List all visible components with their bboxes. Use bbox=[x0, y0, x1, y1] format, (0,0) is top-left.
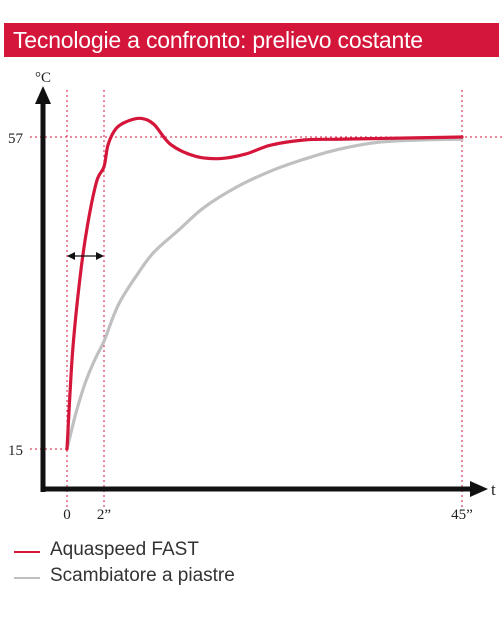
y-tick-label: 57 bbox=[8, 131, 24, 147]
title-banner: Tecnologie a confronto: prelievo costant… bbox=[4, 23, 499, 57]
legend-item-scambiatore: Scambiatore a piastre bbox=[14, 565, 314, 589]
legend-label: Scambiatore a piastre bbox=[50, 565, 235, 586]
series-line-scambiatore bbox=[65, 137, 464, 451]
arrowhead-right bbox=[96, 252, 104, 260]
x-axis-arrow bbox=[470, 481, 488, 497]
y-axis-label: °C bbox=[35, 70, 51, 86]
legend-item-aquaspeed: Aquaspeed FAST bbox=[14, 539, 314, 563]
x-tick-label: 45” bbox=[451, 507, 473, 523]
y-axis-arrow bbox=[35, 86, 51, 104]
series-line-aquaspeed bbox=[65, 116, 464, 451]
legend-swatch-red bbox=[14, 551, 40, 553]
legend-swatch-gray bbox=[14, 577, 40, 579]
x-tick-label: 0 bbox=[63, 507, 71, 523]
arrowhead-left bbox=[67, 252, 75, 260]
y-tick-label: 15 bbox=[8, 443, 23, 459]
x-tick-label: 2” bbox=[97, 507, 111, 523]
legend-label: Aquaspeed FAST bbox=[50, 539, 199, 560]
x-axis-label: t bbox=[491, 480, 496, 499]
chart-title: Tecnologie a confronto: prelievo costant… bbox=[13, 27, 423, 53]
